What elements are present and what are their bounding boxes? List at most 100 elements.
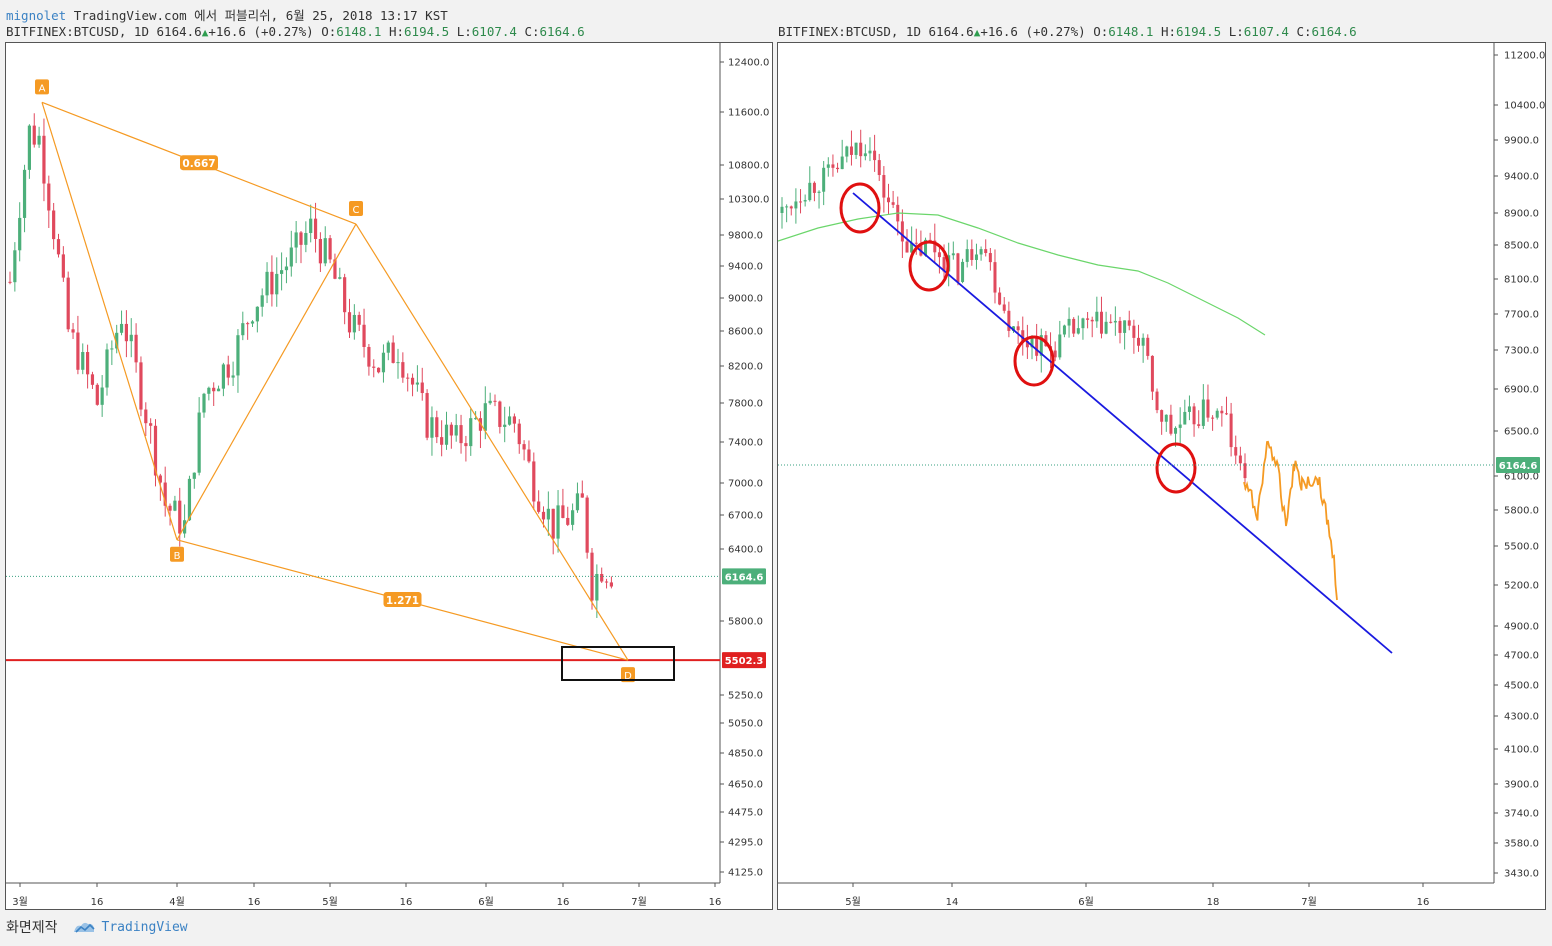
target-zone-box xyxy=(561,646,675,681)
descending-trend-line xyxy=(852,192,1393,654)
candle-body xyxy=(1081,318,1085,329)
candle-body xyxy=(512,416,516,424)
ratio-ac-label-bg xyxy=(180,155,218,171)
low-value: 6107.4 xyxy=(1243,24,1289,39)
candle-body xyxy=(483,403,487,431)
right-chart-panel[interactable]: 11200.0 10400.0 9900.0 9400.0 8900.0 8500.0 81… xyxy=(777,42,1546,910)
candle-body xyxy=(299,232,303,245)
candle-body xyxy=(430,417,434,438)
candle-body xyxy=(241,323,245,336)
candle-body xyxy=(309,218,313,234)
y-tick-label: 4650.0 xyxy=(728,780,763,791)
candle-body xyxy=(250,321,255,324)
point-c-label-bg xyxy=(349,201,363,217)
high-value: 6194.5 xyxy=(404,24,450,39)
candle-body xyxy=(1160,410,1164,422)
left-chart-panel[interactable]: 12400.0 11600.0 10800.0 10300.0 9800.0 9400.0… xyxy=(5,42,773,910)
low-label: L: xyxy=(456,24,472,39)
y-tick-label: 9800.0 xyxy=(728,231,763,242)
left-chart-svg[interactable]: 12400.0 11600.0 10800.0 10300.0 9800.0 9400.0… xyxy=(6,43,772,909)
candle-body xyxy=(367,346,371,367)
candle-body xyxy=(52,210,56,240)
y-tick-label: 5050.0 xyxy=(728,719,763,730)
candle-body xyxy=(270,271,274,295)
candle-body xyxy=(124,323,128,342)
candle-body xyxy=(328,238,332,260)
candle-body xyxy=(265,271,269,296)
candle-body xyxy=(410,377,415,385)
candle-body xyxy=(849,146,853,155)
candle-body xyxy=(961,261,965,282)
support-price-tag: 5502.3 xyxy=(725,656,764,667)
open-label: O: xyxy=(1093,24,1109,39)
touch-point-circle-1 xyxy=(839,182,881,234)
change-value: +16.6 (+0.27%) xyxy=(208,24,314,39)
x-tick-label: 6월 xyxy=(478,896,494,908)
ratio-bd-label: 1.271 xyxy=(386,595,419,607)
candle-body xyxy=(464,443,468,447)
y-tick-label: 6400.0 xyxy=(728,545,763,556)
y-tick-label: 10300.0 xyxy=(728,195,769,206)
candle-body xyxy=(532,461,536,502)
ratio-ac-label: 0.667 xyxy=(182,158,215,170)
y-tick-label: 5800.0 xyxy=(1504,506,1539,517)
author-link[interactable]: mignolet xyxy=(6,8,67,23)
candle-body xyxy=(139,362,143,410)
x-tick-label: 16 xyxy=(709,897,722,908)
close-label: C: xyxy=(1296,24,1312,39)
candle-body xyxy=(246,323,250,325)
x-tick-label: 16 xyxy=(248,897,261,908)
candle-body xyxy=(1025,340,1029,348)
candle-body xyxy=(454,425,458,436)
candle-body xyxy=(537,501,541,512)
candle-body xyxy=(221,364,225,389)
candle-body xyxy=(372,366,376,368)
tradingview-brand[interactable]: TradingView xyxy=(72,920,188,935)
up-arrow-icon: ▲ xyxy=(201,26,209,39)
y-tick-label: 4100.0 xyxy=(1504,745,1539,756)
candle-body xyxy=(1113,320,1117,323)
y-tick-label: 10400.0 xyxy=(1504,101,1545,112)
point-a-label: A xyxy=(39,83,46,94)
y-tick-label: 11200.0 xyxy=(1504,51,1545,62)
x-tick-label: 16 xyxy=(1417,897,1430,908)
candle-body xyxy=(435,417,439,438)
candle-body xyxy=(498,401,502,427)
candle-body xyxy=(386,342,390,353)
close-label: C: xyxy=(524,24,540,39)
candle-body xyxy=(910,242,914,253)
candle-body xyxy=(1095,311,1099,322)
candle-body xyxy=(95,384,99,405)
candle-body xyxy=(854,142,858,155)
y-tick-label: 4700.0 xyxy=(1504,651,1539,662)
candle-body xyxy=(144,409,148,424)
candle-body xyxy=(794,201,798,209)
candle-body xyxy=(1067,318,1071,326)
candle-body xyxy=(415,382,419,385)
y-tick-label: 11600.0 xyxy=(728,108,769,119)
candle-body xyxy=(338,277,342,279)
candle-body xyxy=(81,352,85,370)
point-d-label-bg xyxy=(621,667,635,683)
y-tick-label: 7700.0 xyxy=(1504,310,1539,321)
candle-body xyxy=(110,348,114,350)
candle-body xyxy=(163,482,167,506)
current-price-tag: 6164.6 xyxy=(1499,461,1538,472)
candle-body xyxy=(1072,318,1076,334)
right-chart-svg[interactable]: 11200.0 10400.0 9900.0 9400.0 8900.0 8500.0 81… xyxy=(777,43,1545,909)
y-tick-label: 4850.0 xyxy=(728,749,763,760)
candle-body xyxy=(323,238,327,264)
x-tick-label: 16 xyxy=(400,897,413,908)
x-tick-label: 6월 xyxy=(1078,896,1094,908)
candle-body xyxy=(1016,326,1020,331)
candle-body xyxy=(1007,310,1011,331)
y-tick-label: 6700.0 xyxy=(728,511,763,522)
candle-body xyxy=(377,367,381,373)
y-tick-label: 6500.0 xyxy=(1504,427,1539,438)
candle-body xyxy=(1035,337,1039,356)
candle-body xyxy=(826,164,830,168)
candle-body xyxy=(216,388,221,392)
y-tick-label: 3580.0 xyxy=(1504,839,1539,850)
candle-body xyxy=(294,232,298,248)
candle-body xyxy=(134,334,138,363)
